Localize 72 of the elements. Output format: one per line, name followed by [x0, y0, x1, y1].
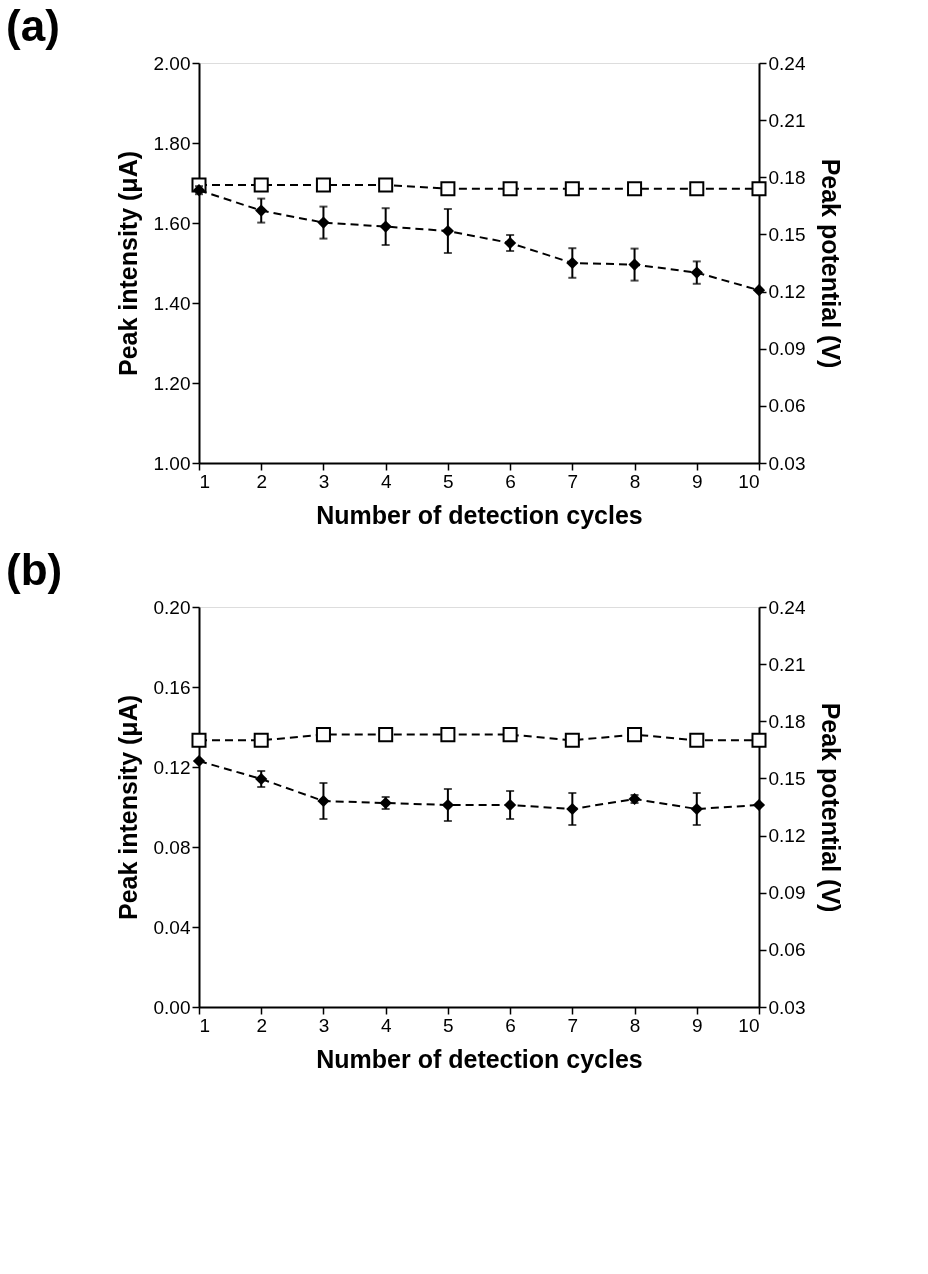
x-tick-label: 3	[318, 470, 330, 492]
y2-tick-label: 0.06	[768, 939, 806, 961]
x-tick-label: 5	[443, 470, 454, 492]
point	[566, 256, 579, 270]
point	[566, 802, 579, 816]
y2-tick-label: 0.24	[768, 596, 806, 618]
point	[752, 798, 766, 812]
y-tick-label: 0.12	[153, 756, 191, 778]
point	[317, 216, 330, 229]
x-tick-label: 7	[567, 1014, 579, 1036]
y2-tick-label: 0.12	[768, 825, 806, 847]
y2-tick-label: 0.03	[768, 996, 806, 1018]
x-tick-label: 8	[629, 1014, 641, 1036]
y-tick-label: 0.00	[153, 996, 191, 1018]
y2-tick-label: 0.09	[768, 338, 806, 360]
x-tick-label: 2	[256, 1014, 268, 1036]
x-tick-label: 5	[443, 1014, 454, 1036]
y2-tick-label: 0.21	[768, 109, 806, 131]
x-tick-label: 9	[691, 470, 703, 492]
point	[441, 224, 455, 238]
y2-tick-label: 0.06	[768, 395, 806, 417]
point	[690, 802, 703, 816]
point	[317, 794, 330, 808]
y-tick-label: 1.80	[153, 132, 191, 154]
x-tick-label: 7	[567, 470, 579, 492]
point	[628, 258, 641, 271]
point	[192, 754, 206, 768]
y2-tick-label: 0.15	[768, 767, 806, 789]
x-tick-label: 4	[380, 470, 392, 492]
y-axis-title: Peak intensity (μA)	[113, 150, 142, 377]
y2-tick-label: 0.12	[768, 281, 806, 303]
y2-axis-title: Peak potential (V)	[817, 702, 846, 913]
y2-tick-label: 0.18	[768, 710, 806, 732]
point	[752, 284, 766, 297]
point	[503, 798, 517, 812]
chart-title: (b)	[6, 545, 63, 594]
x-tick-label: 9	[691, 1014, 703, 1036]
y-axis-title: Peak intensity (μA)	[113, 694, 142, 921]
x-tick-label: 10	[738, 1014, 760, 1036]
y-tick-label: 0.08	[153, 836, 191, 858]
y-tick-label: 1.00	[153, 452, 191, 474]
x-tick-label: 4	[380, 1014, 392, 1036]
x-tick-label: 1	[199, 470, 211, 492]
y2-tick-label: 0.18	[768, 166, 806, 188]
point	[255, 204, 268, 217]
x-tick-label: 1	[199, 1014, 211, 1036]
y2-axis-title: Peak potential (V)	[817, 158, 846, 369]
y2-tick-label: 0.03	[768, 452, 806, 474]
x-axis-title: Number of detection cycles	[316, 1044, 643, 1073]
y-tick-label: 1.40	[153, 292, 191, 314]
x-tick-label: 6	[505, 1014, 516, 1036]
y2-tick-label: 0.24	[768, 52, 806, 74]
point	[503, 236, 517, 250]
y2-tick-label: 0.15	[768, 223, 806, 245]
y-tick-label: 0.16	[153, 676, 191, 698]
x-tick-label: 8	[629, 470, 641, 492]
x-tick-label: 3	[318, 1014, 330, 1036]
chart-title: (a)	[6, 1, 60, 50]
y-tick-label: 0.04	[153, 916, 191, 938]
y-tick-label: 0.20	[153, 596, 191, 618]
point	[690, 266, 703, 279]
y2-tick-label: 0.09	[768, 882, 806, 904]
x-tick-label: 2	[256, 470, 268, 492]
x-tick-label: 6	[505, 470, 516, 492]
y-tick-label: 2.00	[153, 52, 191, 74]
point	[441, 798, 455, 812]
x-tick-label: 10	[738, 470, 760, 492]
x-axis-title: Number of detection cycles	[316, 500, 643, 529]
y-tick-label: 1.20	[153, 372, 191, 394]
point	[379, 220, 392, 233]
y2-tick-label: 0.21	[768, 653, 806, 675]
y-tick-label: 1.60	[153, 212, 191, 234]
